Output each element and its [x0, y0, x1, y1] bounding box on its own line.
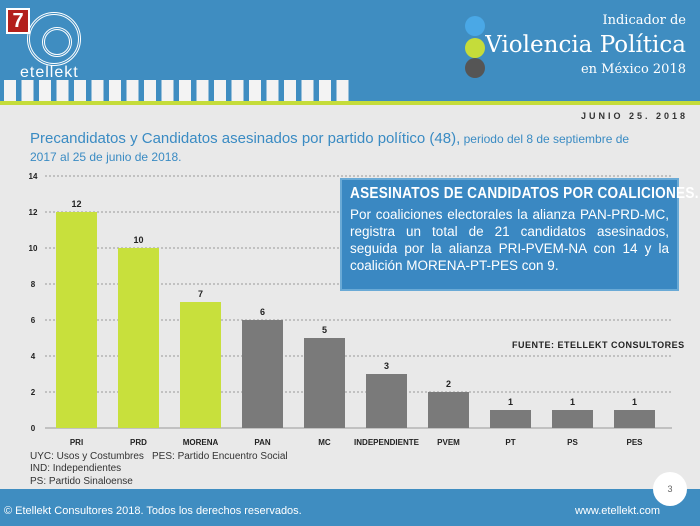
bar-pri — [56, 212, 97, 428]
bar-pan — [242, 320, 283, 428]
badge-seven: 7 — [6, 8, 30, 34]
blue-dot-icon — [465, 16, 485, 36]
header-banner: 7 etellekt Indicador de Violencia Políti… — [0, 0, 700, 105]
box-heading: ASESINATOS DE CANDIDATOS POR COALICIONES… — [350, 185, 699, 202]
y-tick-label: 0 — [31, 424, 36, 433]
note-pes: PES: Partido Encuentro Social — [152, 451, 288, 462]
x-tick-label: MORENA — [183, 438, 219, 447]
title-sub: periodo del 8 de septiembre de 2017 al 2… — [30, 132, 630, 164]
header-line3: en México 2018 — [580, 62, 686, 77]
bar-mc — [304, 338, 345, 428]
data-label: 5 — [322, 325, 327, 335]
data-label: 1 — [570, 397, 575, 407]
data-label: 12 — [71, 199, 81, 209]
note-ps: PS: Partido Sinaloense — [30, 476, 133, 487]
data-label: 3 — [384, 361, 389, 371]
chart-title: Precandidatos y Candidatos asesinados po… — [30, 130, 640, 166]
bar-pes — [614, 410, 655, 428]
page-number: 3 — [653, 472, 687, 506]
y-tick-label: 8 — [31, 280, 36, 289]
box-body: Por coaliciones electorales la alianza P… — [350, 207, 669, 273]
data-label: 7 — [198, 289, 203, 299]
y-tick-label: 2 — [31, 388, 36, 397]
bar-morena — [180, 302, 221, 428]
logo-text: etellekt — [20, 64, 79, 81]
y-tick-label: 10 — [29, 244, 38, 253]
x-tick-label: PRI — [70, 438, 83, 447]
data-label: 2 — [446, 379, 451, 389]
bar-prd — [118, 248, 159, 428]
decorative-stripes — [4, 80, 350, 105]
coalitions-box: ASESINATOS DE CANDIDATOS POR COALICIONES… — [340, 178, 699, 291]
source: FUENTE: ETELLEKT CONSULTORES — [512, 340, 685, 350]
title-main: Precandidatos y Candidatos asesinados po… — [30, 130, 461, 147]
x-tick-label: INDEPENDIENTE — [354, 438, 420, 447]
copyright: © Etellekt Consultores 2018. Todos los d… — [4, 505, 302, 517]
x-tick-label: PVEM — [437, 438, 460, 447]
y-tick-label: 4 — [31, 352, 36, 361]
footer: © Etellekt Consultores 2018. Todos los d… — [0, 489, 700, 526]
y-tick-label: 12 — [29, 208, 38, 217]
x-tick-label: PES — [626, 438, 643, 447]
green-divider — [0, 101, 700, 105]
x-tick-label: PT — [505, 438, 515, 447]
bar-pt — [490, 410, 531, 428]
bar-independiente — [366, 374, 407, 428]
x-tick-label: PRD — [130, 438, 147, 447]
note-ind: IND: Independientes — [30, 463, 122, 474]
date: JUNIO 25. 2018 — [580, 111, 688, 121]
bar-ps — [552, 410, 593, 428]
note-uyc: UYC: Usos y Costumbres — [30, 451, 144, 462]
green-dot-icon — [465, 38, 485, 58]
data-label: 1 — [508, 397, 513, 407]
y-tick-label: 14 — [29, 172, 38, 181]
data-label: 1 — [632, 397, 637, 407]
header-line1: Indicador de — [602, 13, 686, 28]
x-tick-label: PS — [567, 438, 578, 447]
bar-pvem — [428, 392, 469, 428]
labyrinth-logo-icon — [27, 12, 81, 66]
y-tick-label: 6 — [31, 316, 36, 325]
data-label: 10 — [133, 235, 143, 245]
gray-dot-icon — [465, 58, 485, 78]
website-link[interactable]: www.etellekt.com — [575, 505, 660, 517]
header-line2: Violencia Política — [485, 32, 686, 58]
x-tick-label: MC — [318, 438, 331, 447]
data-label: 6 — [260, 307, 265, 317]
x-tick-label: PAN — [254, 438, 271, 447]
